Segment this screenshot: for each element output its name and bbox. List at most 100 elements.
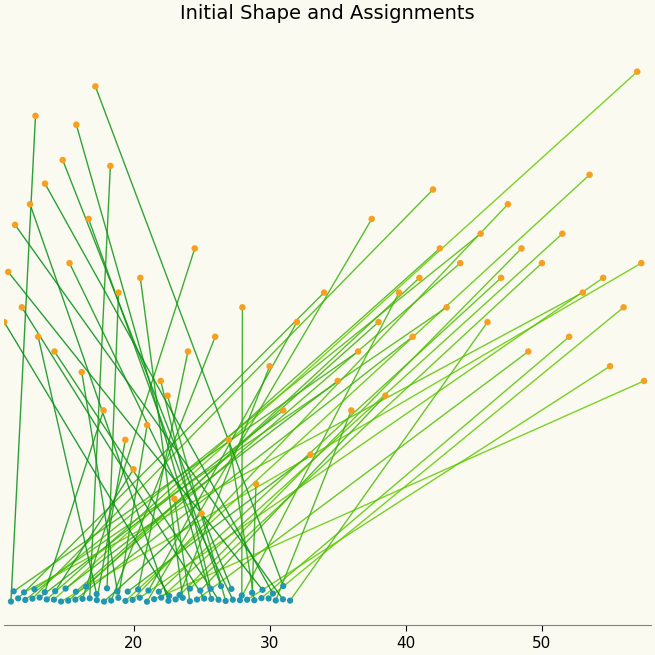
Point <box>0 317 9 328</box>
Point <box>278 405 288 416</box>
Point <box>163 595 174 606</box>
Point <box>271 595 281 606</box>
Point <box>367 214 377 224</box>
Point <box>92 589 102 599</box>
Point <box>33 331 43 342</box>
Point <box>154 586 164 597</box>
Point <box>9 586 19 597</box>
Point <box>223 435 234 445</box>
Point <box>16 302 27 312</box>
Point <box>64 258 75 269</box>
Point <box>41 594 52 605</box>
Point <box>564 331 574 342</box>
Point <box>113 593 124 603</box>
Point <box>278 581 288 591</box>
Point <box>557 229 568 239</box>
Point <box>414 272 424 283</box>
Point <box>143 586 154 596</box>
Title: Initial Shape and Assignments: Initial Shape and Assignments <box>180 4 475 23</box>
Point <box>58 155 68 165</box>
Point <box>77 367 87 377</box>
Point <box>251 479 261 489</box>
Point <box>92 595 102 605</box>
Point <box>49 346 60 357</box>
Point <box>263 593 274 604</box>
Point <box>70 594 81 605</box>
Point <box>134 593 145 603</box>
Point <box>40 178 50 189</box>
Point <box>210 331 221 342</box>
Point <box>502 199 513 210</box>
Point <box>496 272 506 283</box>
Point <box>120 435 130 445</box>
Point <box>285 595 295 606</box>
Point <box>164 591 174 601</box>
Point <box>632 66 643 77</box>
Point <box>60 584 71 594</box>
Point <box>247 588 257 598</box>
Point <box>98 405 109 416</box>
Point <box>113 288 124 298</box>
Point <box>305 449 316 460</box>
Point <box>394 288 404 298</box>
Point <box>56 596 66 607</box>
Point <box>135 272 145 283</box>
Point <box>162 390 173 401</box>
Point <box>185 584 195 594</box>
Point <box>178 593 188 603</box>
Point <box>174 590 185 600</box>
Point <box>221 595 231 606</box>
Point <box>63 595 73 606</box>
Point <box>10 219 20 230</box>
Point <box>598 272 608 283</box>
Point <box>353 346 364 357</box>
Point <box>84 593 95 603</box>
Point <box>242 595 252 605</box>
Point <box>20 595 31 605</box>
Point <box>195 586 206 596</box>
Point <box>206 584 216 594</box>
Point <box>25 199 35 210</box>
Point <box>102 583 112 593</box>
Point <box>227 595 238 605</box>
Point <box>639 376 649 386</box>
Point <box>605 361 615 371</box>
Point <box>121 595 131 606</box>
Point <box>268 588 278 599</box>
Point <box>83 214 94 224</box>
Point <box>127 595 138 605</box>
Point <box>149 594 159 605</box>
Point <box>183 346 193 357</box>
Point <box>319 288 329 298</box>
Point <box>28 593 38 604</box>
Point <box>185 596 195 607</box>
Point <box>122 586 133 597</box>
Point <box>77 593 88 604</box>
Point <box>19 587 29 597</box>
Point <box>455 258 466 269</box>
Point <box>516 243 527 253</box>
Point <box>578 288 588 298</box>
Point <box>30 111 41 121</box>
Point <box>155 376 166 386</box>
Point <box>99 596 109 607</box>
Point <box>29 584 40 595</box>
Point <box>170 594 181 605</box>
Point <box>428 184 438 195</box>
Point <box>226 584 236 594</box>
Point <box>257 585 268 595</box>
Point <box>199 593 210 604</box>
Point <box>112 586 122 597</box>
Point <box>441 302 452 312</box>
Point <box>536 258 547 269</box>
Point <box>192 594 202 605</box>
Point <box>13 593 24 604</box>
Point <box>50 586 60 597</box>
Point <box>636 258 646 269</box>
Point <box>6 596 16 607</box>
Point <box>249 595 259 605</box>
Point <box>156 592 166 603</box>
Point <box>291 317 302 328</box>
Point <box>141 597 152 607</box>
Point <box>214 595 224 605</box>
